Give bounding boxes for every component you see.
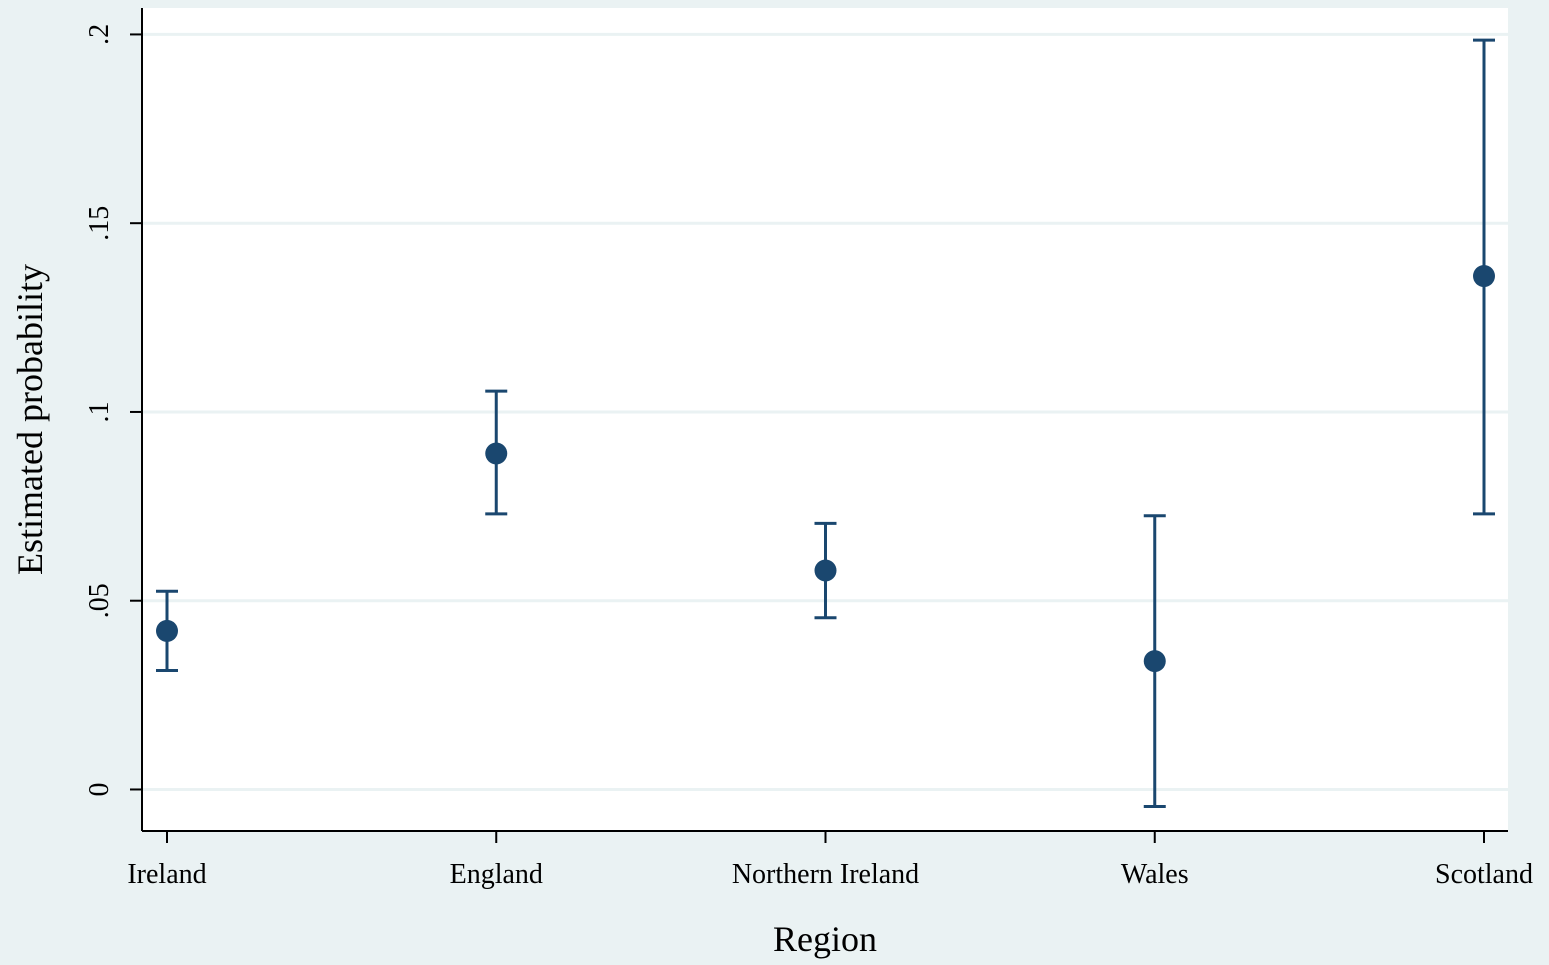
point-estimate-wales bbox=[1143, 650, 1166, 673]
y-tick-label-4: .2 bbox=[84, 24, 115, 45]
y-tick-label-2: .1 bbox=[84, 401, 115, 422]
point-group-scotland bbox=[1473, 38, 1495, 516]
y-tick-label-1: .05 bbox=[84, 583, 115, 618]
data-marks bbox=[156, 38, 1495, 808]
x-tick-label-1: England bbox=[450, 859, 543, 890]
gridlines bbox=[142, 32, 1508, 791]
y-axis-title: Estimated probability bbox=[10, 264, 50, 575]
plot-area bbox=[142, 8, 1508, 831]
point-group-england bbox=[485, 389, 508, 516]
point-estimate-england bbox=[485, 442, 508, 465]
x-tick-label-0: Ireland bbox=[127, 859, 206, 890]
x-tick-label-3: Wales bbox=[1121, 859, 1189, 890]
tick-labels: 0 .05 .1 .15 .2 Ireland England Northern Irelan… bbox=[84, 24, 1533, 890]
x-axis-title: Region bbox=[773, 919, 877, 959]
x-tick-label-2: Northern Ireland bbox=[732, 859, 919, 890]
point-estimate-northern-ireland bbox=[814, 559, 837, 582]
point-estimate-scotland bbox=[1473, 265, 1495, 288]
point-group-northern-ireland bbox=[814, 521, 837, 620]
point-group-ireland bbox=[156, 589, 178, 673]
y-tick-label-0: 0 bbox=[84, 782, 115, 796]
point-estimate-ireland bbox=[156, 619, 178, 642]
point-group-wales bbox=[1143, 514, 1166, 808]
y-tick-label-3: .15 bbox=[84, 206, 115, 241]
x-tick-label-4: Scotland bbox=[1435, 859, 1533, 890]
